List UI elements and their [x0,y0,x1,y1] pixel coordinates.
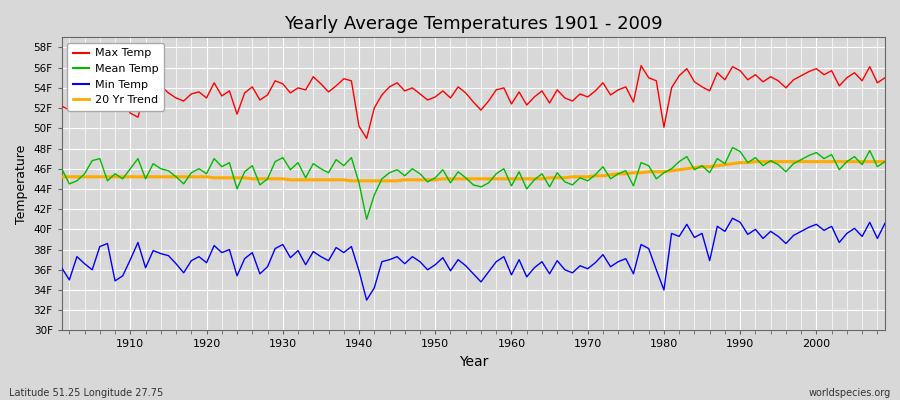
Text: worldspecies.org: worldspecies.org [809,388,891,398]
X-axis label: Year: Year [459,355,488,369]
Text: Latitude 51.25 Longitude 27.75: Latitude 51.25 Longitude 27.75 [9,388,163,398]
Legend: Max Temp, Mean Temp, Min Temp, 20 Yr Trend: Max Temp, Mean Temp, Min Temp, 20 Yr Tre… [68,43,164,111]
Title: Yearly Average Temperatures 1901 - 2009: Yearly Average Temperatures 1901 - 2009 [284,15,662,33]
Y-axis label: Temperature: Temperature [15,144,28,224]
